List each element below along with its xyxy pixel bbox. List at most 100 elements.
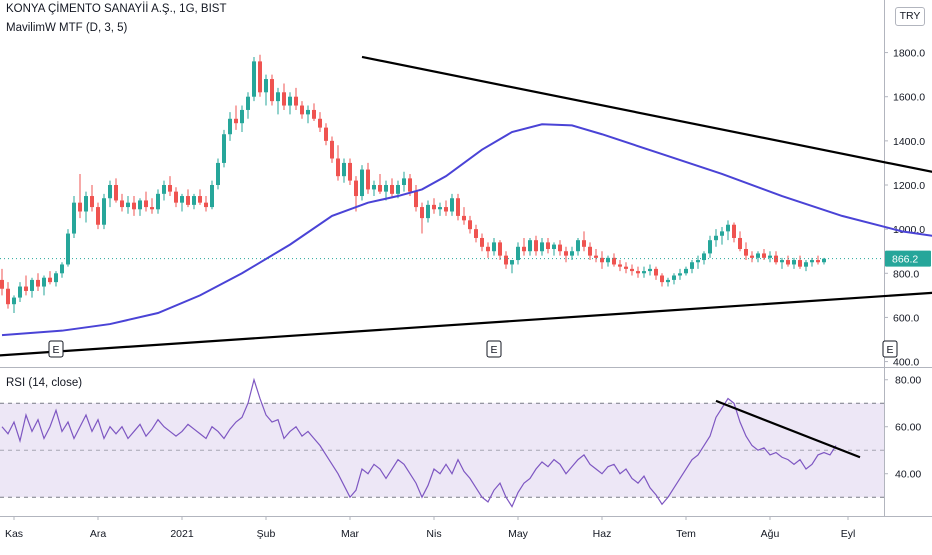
candle-body bbox=[456, 198, 460, 216]
candle-body bbox=[18, 286, 22, 298]
candle-body bbox=[156, 193, 160, 210]
candle-body bbox=[678, 273, 682, 276]
candle-body bbox=[462, 215, 466, 221]
candle-body bbox=[786, 260, 790, 265]
candle-body bbox=[108, 185, 112, 199]
price-tick-label: 400.0 bbox=[893, 357, 919, 369]
candle-body bbox=[102, 198, 106, 225]
candle-body bbox=[396, 185, 400, 194]
candle-body bbox=[816, 260, 820, 263]
earnings-marker bbox=[486, 340, 502, 358]
candle-body bbox=[66, 233, 70, 265]
time-tick-label: Ara bbox=[90, 528, 107, 540]
candle-body bbox=[336, 158, 340, 177]
time-tick-label: 2021 bbox=[170, 528, 194, 540]
candle-body bbox=[300, 105, 304, 115]
candle-body bbox=[714, 235, 718, 241]
rsi-tick-label: 60.00 bbox=[895, 422, 921, 434]
candle-body bbox=[258, 61, 262, 93]
candle-body bbox=[756, 253, 760, 258]
candle-body bbox=[822, 258, 826, 263]
candle-body bbox=[330, 140, 334, 159]
candle-body bbox=[282, 92, 286, 106]
last-price-badge bbox=[885, 250, 931, 267]
candle-body bbox=[48, 277, 52, 283]
candle-body bbox=[522, 246, 526, 252]
candle-body bbox=[366, 169, 370, 190]
candle-body bbox=[132, 202, 136, 210]
candle-body bbox=[762, 253, 766, 258]
earnings-marker bbox=[48, 340, 64, 358]
candle-body bbox=[198, 196, 202, 203]
candle-body bbox=[78, 202, 82, 212]
price-tick-label: 1800.0 bbox=[893, 48, 925, 60]
time-tick-label: May bbox=[508, 528, 529, 540]
candle-body bbox=[72, 202, 76, 234]
candle-body bbox=[696, 260, 700, 263]
candle-body bbox=[402, 178, 406, 185]
candle-body bbox=[702, 253, 706, 261]
candle-body bbox=[234, 118, 238, 124]
candle-body bbox=[312, 109, 316, 119]
candle-body bbox=[360, 169, 364, 197]
candle-body bbox=[36, 279, 40, 287]
earnings-marker-label: E bbox=[490, 344, 497, 356]
candle-body bbox=[318, 118, 322, 128]
candle-body bbox=[672, 275, 676, 280]
candle-body bbox=[306, 109, 310, 115]
candle-body bbox=[174, 191, 178, 203]
earnings-marker-label: E bbox=[52, 344, 59, 356]
time-tick-label: Nis bbox=[426, 528, 441, 540]
time-tick-label: Eyl bbox=[841, 528, 856, 540]
candle-body bbox=[420, 207, 424, 219]
candle-body bbox=[414, 191, 418, 208]
candle-body bbox=[0, 279, 4, 289]
candle-body bbox=[654, 268, 658, 276]
candle-body bbox=[768, 255, 772, 258]
candle-body bbox=[450, 198, 454, 212]
earnings-marker-label: E bbox=[886, 344, 893, 356]
candle-body bbox=[30, 279, 34, 291]
candles-group bbox=[0, 54, 826, 314]
rsi-line bbox=[1, 377, 837, 508]
rsi-trendline bbox=[715, 399, 861, 459]
price-tick-label: 800.0 bbox=[893, 268, 919, 280]
candle-body bbox=[276, 92, 280, 102]
candle-body bbox=[270, 79, 274, 102]
candle-body bbox=[54, 273, 58, 283]
candle-body bbox=[408, 178, 412, 192]
candle-body bbox=[252, 61, 256, 97]
time-tick-label: Mar bbox=[341, 528, 360, 540]
candle-body bbox=[486, 246, 490, 252]
candle-body bbox=[582, 240, 586, 247]
candle-body bbox=[720, 231, 724, 236]
candle-body bbox=[744, 249, 748, 256]
candle-body bbox=[474, 229, 478, 238]
candle-body bbox=[42, 277, 46, 287]
resistance-trendline bbox=[361, 55, 932, 173]
candle-body bbox=[144, 200, 148, 208]
candle-body bbox=[750, 255, 754, 258]
candle-body bbox=[468, 220, 472, 230]
earnings-marker bbox=[882, 340, 898, 358]
candle-body bbox=[180, 196, 184, 203]
candle-body bbox=[150, 207, 154, 210]
rsi-tick-label: 40.00 bbox=[895, 469, 921, 481]
price-tick-label: 1400.0 bbox=[893, 136, 925, 148]
candle-body bbox=[324, 127, 328, 141]
candle-body bbox=[114, 185, 118, 201]
candle-body bbox=[12, 297, 16, 305]
candle-body bbox=[120, 200, 124, 208]
candle-body bbox=[600, 257, 604, 263]
candle-body bbox=[684, 268, 688, 274]
candle-body bbox=[624, 266, 628, 269]
candle-body bbox=[162, 185, 166, 194]
candle-body bbox=[516, 246, 520, 261]
candle-body bbox=[588, 246, 592, 256]
candle-body bbox=[354, 180, 358, 197]
candle-body bbox=[222, 134, 226, 163]
currency-badge[interactable]: TRY bbox=[895, 7, 925, 26]
candle-body bbox=[348, 162, 352, 181]
candle-body bbox=[738, 237, 742, 250]
